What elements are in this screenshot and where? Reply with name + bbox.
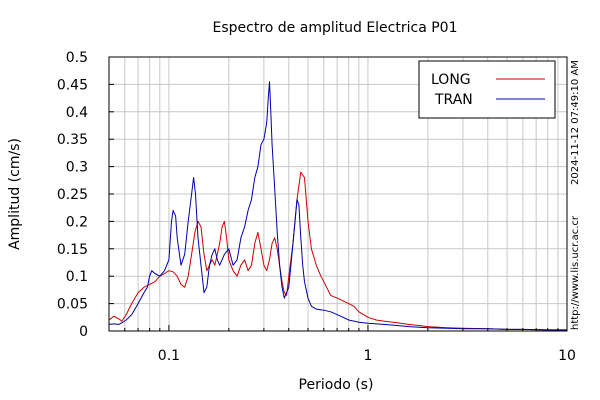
y-tick-label-6: 0.3 <box>66 160 88 176</box>
y-tick-label-2: 0.1 <box>66 269 88 285</box>
chart-title: Espectro de amplitud Electrica P01 <box>213 20 458 36</box>
y-tick-label-10: 0.5 <box>66 50 88 66</box>
timestamp-label: 2024-11-12 07:49:10 AM <box>570 60 581 185</box>
y-tick-label-5: 0.25 <box>57 187 88 203</box>
ticks: 0 0.05 0.1 0.15 0.2 0.25 0.3 0.35 0.4 0.45 0.5 0.1 1… <box>57 50 576 364</box>
x-axis-title: Periodo (s) <box>299 377 374 393</box>
legend-box <box>418 60 556 119</box>
series-line-tran <box>108 81 567 331</box>
y-tick-label-4: 0.2 <box>66 214 88 230</box>
legend: LONG TRAN <box>418 60 556 119</box>
x-tick-label-2: 10 <box>558 348 576 364</box>
y-tick-label-7: 0.35 <box>57 132 88 148</box>
x-tick-label-1: 1 <box>363 348 372 364</box>
y-tick-label-1: 0.05 <box>57 297 88 313</box>
y-tick-label-9: 0.45 <box>57 77 88 93</box>
x-tick-label-0: 0.1 <box>158 348 180 364</box>
series-line-long <box>108 171 567 331</box>
y-tick-label-0: 0 <box>79 324 88 340</box>
series-layer <box>108 81 567 331</box>
url-label: http://www.lis.ucr.ac.cr <box>570 215 581 330</box>
legend-label-long: LONG <box>431 72 471 88</box>
legend-label-tran: TRAN <box>434 92 473 108</box>
y-tick-label-8: 0.4 <box>66 105 88 121</box>
y-tick-label-3: 0.15 <box>57 242 88 258</box>
y-axis-title: Amplitud (cm/s) <box>7 138 23 250</box>
